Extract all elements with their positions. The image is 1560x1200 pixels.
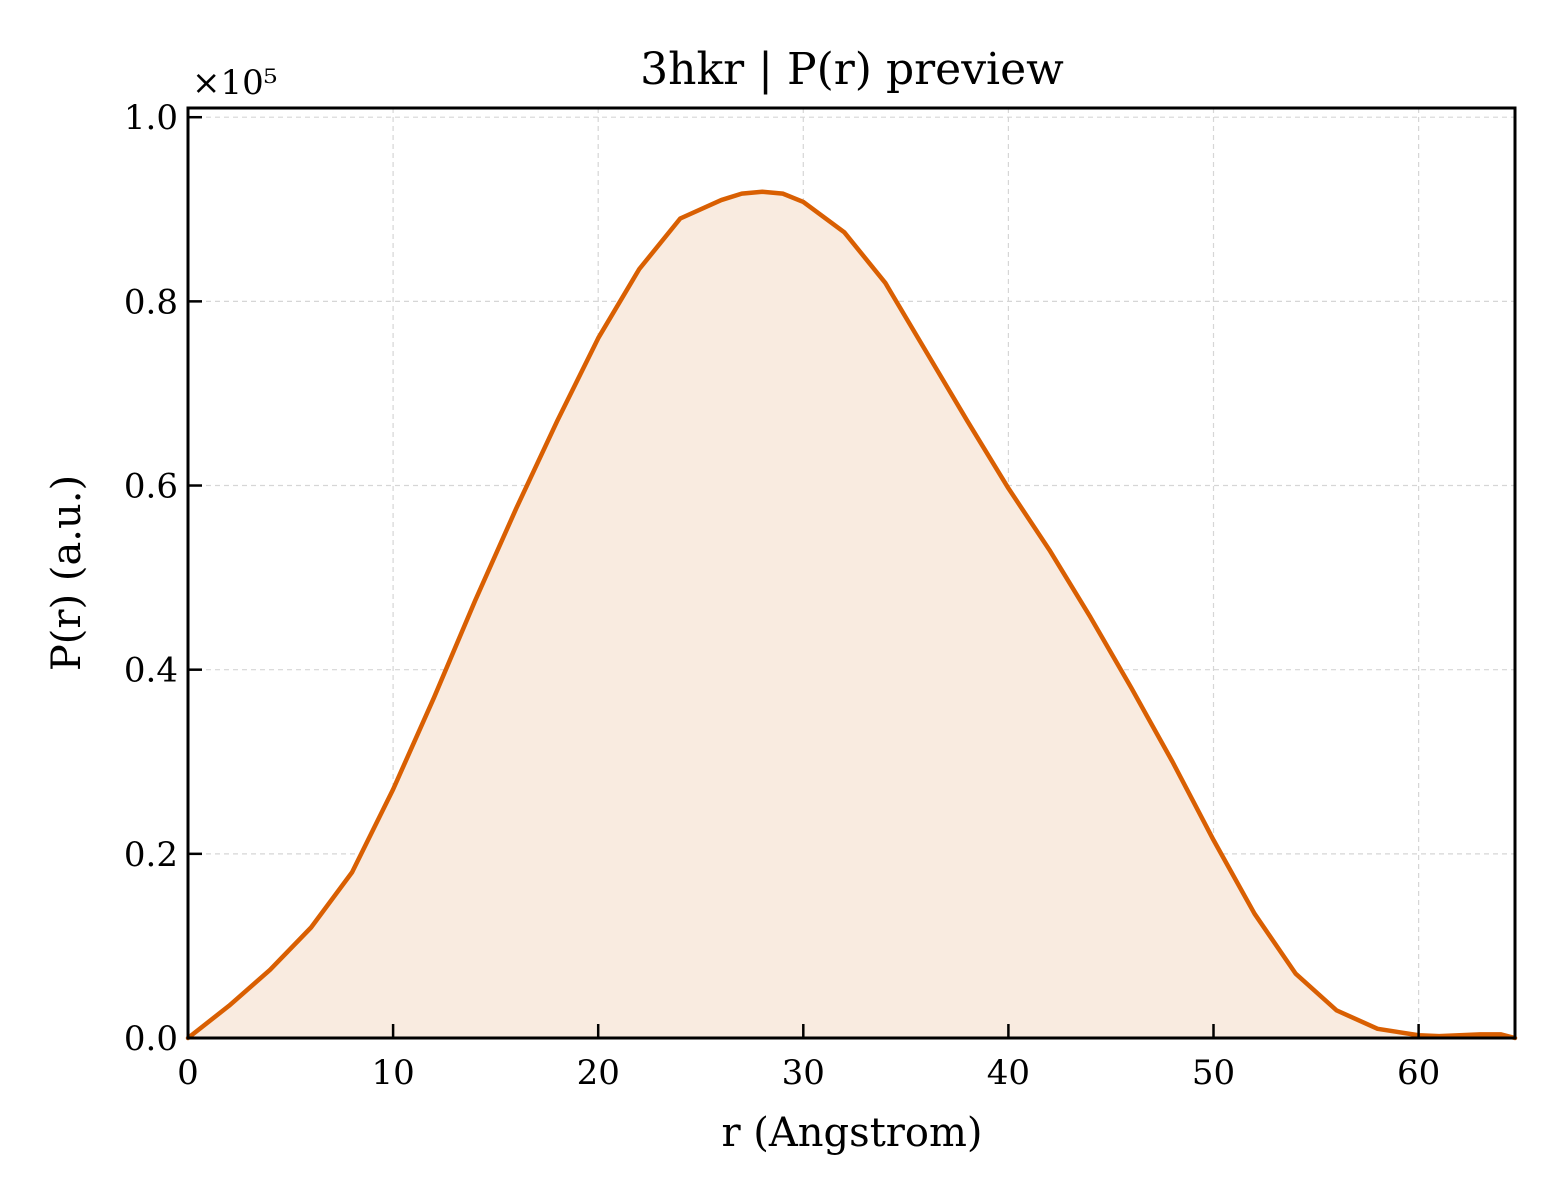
x-tick-label: 0 (177, 1053, 199, 1093)
y-tick-label: 0.8 (124, 282, 178, 322)
x-axis-label: r (Angstrom) (721, 1110, 982, 1156)
pr-area-fill (188, 191, 1515, 1039)
y-axis-multiplier: ×10⁵ (192, 63, 277, 103)
y-tick-label: 0.6 (124, 467, 178, 507)
x-tick-label: 50 (1192, 1053, 1235, 1093)
chart-title: 3hkr | P(r) preview (640, 44, 1064, 95)
pr-curve-line (185, 189, 1518, 1041)
ticks: 0 10 20 30 40 50 60 0.0 0.2 0.4 0.6 0.8 1.0 (124, 98, 1440, 1093)
y-tick-label: 0.0 (124, 1019, 178, 1059)
x-tick-label: 30 (782, 1053, 825, 1093)
plot-frame (186, 106, 1517, 1040)
x-tick-label: 40 (987, 1053, 1030, 1093)
x-tick-label: 60 (1397, 1053, 1440, 1093)
y-tick-label: 0.4 (124, 651, 178, 691)
x-tick-label: 10 (371, 1053, 414, 1093)
y-axis-label: P(r) (a.u.) (44, 475, 90, 671)
x-tick-label: 20 (577, 1053, 620, 1093)
y-tick-label: 0.2 (124, 835, 178, 875)
y-tick-label: 1.0 (124, 98, 178, 138)
